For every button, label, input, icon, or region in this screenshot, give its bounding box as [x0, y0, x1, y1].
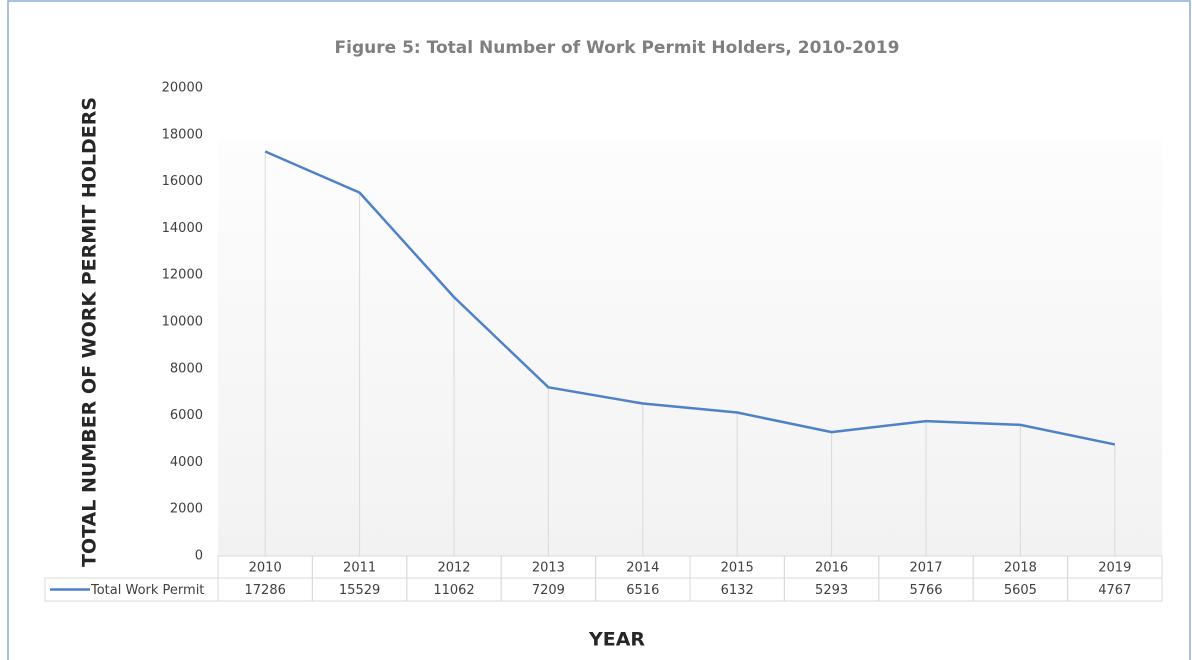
y-tick-label: 2000	[170, 502, 203, 517]
y-tick-label: 18000	[162, 127, 203, 142]
x-tick-label: 2013	[532, 561, 565, 576]
x-tick-label: 2019	[1098, 561, 1131, 576]
table-value: 5766	[909, 583, 942, 598]
x-tick-label: 2011	[343, 561, 376, 576]
y-tick-label: 12000	[162, 268, 203, 283]
y-axis-title: TOTAL NUMBER OF WORK PERMIT HOLDERS	[79, 97, 101, 567]
table-value: 5605	[1004, 583, 1037, 598]
chart-title: Figure 5: Total Number of Work Permit Ho…	[335, 38, 900, 58]
x-tick-label: 2015	[721, 561, 754, 576]
y-tick-label: 10000	[162, 315, 203, 330]
table-value: 17286	[245, 583, 286, 598]
y-tick-label: 14000	[162, 221, 203, 236]
y-tick-label: 20000	[162, 81, 203, 96]
x-tick-label: 2017	[909, 561, 942, 576]
table-value: 7209	[532, 583, 565, 598]
table-value: 11062	[433, 583, 474, 598]
x-tick-label: 2014	[626, 561, 659, 576]
table-cell	[1067, 577, 1163, 602]
table-value: 6132	[721, 583, 754, 598]
x-tick-label: 2012	[437, 561, 470, 576]
table-value: 15529	[339, 583, 380, 598]
series-line	[264, 150, 1116, 446]
table-value: 5293	[815, 583, 848, 598]
x-axis-title: YEAR	[588, 629, 645, 651]
x-tick-label: 2018	[1004, 561, 1037, 576]
table-value: 4767	[1098, 583, 1131, 598]
table-value: 6516	[626, 583, 659, 598]
x-tick-label: 2016	[815, 561, 848, 576]
y-tick-label: 0	[195, 549, 203, 564]
y-tick-label: 6000	[170, 408, 203, 423]
y-tick-label: 8000	[170, 361, 203, 376]
legend-label: Total Work Permit	[90, 583, 204, 598]
x-tick-label: 2010	[249, 561, 282, 576]
y-tick-label: 16000	[162, 174, 203, 189]
y-tick-label: 4000	[170, 455, 203, 470]
